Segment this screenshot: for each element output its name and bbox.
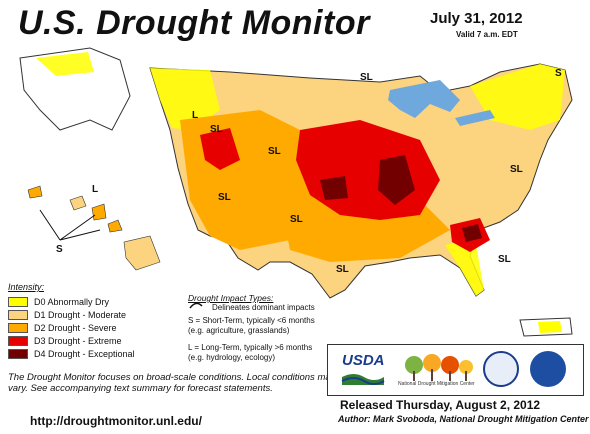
hawaii-5	[123, 235, 161, 271]
sl-label: SL	[360, 72, 373, 83]
legend-label: D1 Drought - Moderate	[34, 310, 127, 320]
legend-label: D4 Drought - Exceptional	[34, 349, 135, 359]
legend-swatch-d0	[8, 297, 28, 307]
partner-logos: USDA National Drought Mitigation Center	[327, 344, 584, 396]
sl-label: SL	[218, 192, 231, 203]
source-url-link[interactable]: http://droughtmonitor.unl.edu/	[30, 414, 202, 428]
map-date: July 31, 2012	[430, 10, 523, 27]
d4-plains	[320, 176, 348, 200]
legend-swatch-d3	[8, 336, 28, 346]
legend-swatch-d1	[8, 310, 28, 320]
usda-logo-text: USDA	[342, 352, 385, 369]
d4-georgia	[462, 224, 482, 242]
ndmc-logo-icon	[405, 354, 473, 381]
impact-line-text: Delineates dominant impacts	[212, 303, 315, 312]
impact-long-term: L = Long-Term, typically >6 months	[188, 343, 313, 352]
valid-time: Valid 7 a.m. EDT	[456, 30, 518, 39]
sl-label: SL	[336, 264, 349, 275]
d4-midwest	[378, 155, 415, 205]
hawaii-3	[91, 203, 107, 221]
d3-west	[200, 128, 240, 170]
d0-northeast	[470, 64, 565, 130]
sl-label: SL	[290, 214, 303, 225]
hawaii-4	[107, 219, 123, 233]
alaska	[19, 47, 131, 131]
hawaii-2	[69, 195, 87, 211]
impact-line-alaska	[39, 209, 101, 241]
lake-erie	[455, 110, 495, 126]
alaska-d0	[36, 52, 94, 76]
l-label: L	[192, 110, 198, 121]
d0-florida	[445, 238, 484, 296]
s-label: S	[56, 244, 63, 255]
impact-line-sample-icon	[189, 302, 203, 309]
legend-item-d2: D2 Drought - Severe	[8, 322, 117, 334]
dept-of-commerce-seal-icon	[483, 351, 519, 387]
impact-short-term: S = Short-Term, typically <6 months	[188, 316, 315, 325]
l-label: L	[92, 184, 98, 195]
usda-logo-icon	[341, 374, 385, 385]
author-credit: Author: Mark Svoboda, National Drought M…	[338, 414, 589, 424]
great-lakes	[388, 80, 460, 118]
legend-label: D2 Drought - Severe	[34, 323, 117, 333]
impact-long-term-examples: (e.g. hydrology, ecology)	[188, 353, 276, 362]
impact-types-title: Drought Impact Types:	[188, 293, 274, 303]
sl-label: SL	[268, 146, 281, 157]
puerto-rico-d0	[538, 321, 562, 333]
impact-short-term-examples: (e.g. agriculture, grasslands)	[188, 326, 290, 335]
legend-label: D3 Drought - Extreme	[34, 336, 122, 346]
ndmc-logo-text: National Drought Mitigation Center	[398, 381, 475, 387]
sl-label: SL	[510, 164, 523, 175]
legend-item-d4: D4 Drought - Exceptional	[8, 348, 135, 360]
legend-item-d0: D0 Abnormally Dry	[8, 296, 109, 308]
noaa-logo-icon	[530, 351, 566, 387]
page-title: U.S. Drought Monitor	[18, 4, 370, 42]
legend-swatch-d4	[8, 349, 28, 359]
s-label: S	[555, 68, 562, 79]
hawaii-1	[27, 185, 43, 199]
legend-item-d1: D1 Drought - Moderate	[8, 309, 126, 321]
sl-label: SL	[210, 124, 223, 135]
release-date: Released Thursday, August 2, 2012	[340, 398, 541, 412]
legend-item-d3: D3 Drought - Extreme	[8, 335, 122, 347]
d0-northwest	[150, 68, 220, 130]
legend-title: Intensity:	[8, 282, 45, 292]
disclaimer-text: The Drought Monitor focuses on broad-sca…	[8, 372, 336, 394]
legend-label: D0 Abnormally Dry	[34, 297, 110, 307]
legend-swatch-d2	[8, 323, 28, 333]
sl-label: SL	[498, 254, 511, 265]
